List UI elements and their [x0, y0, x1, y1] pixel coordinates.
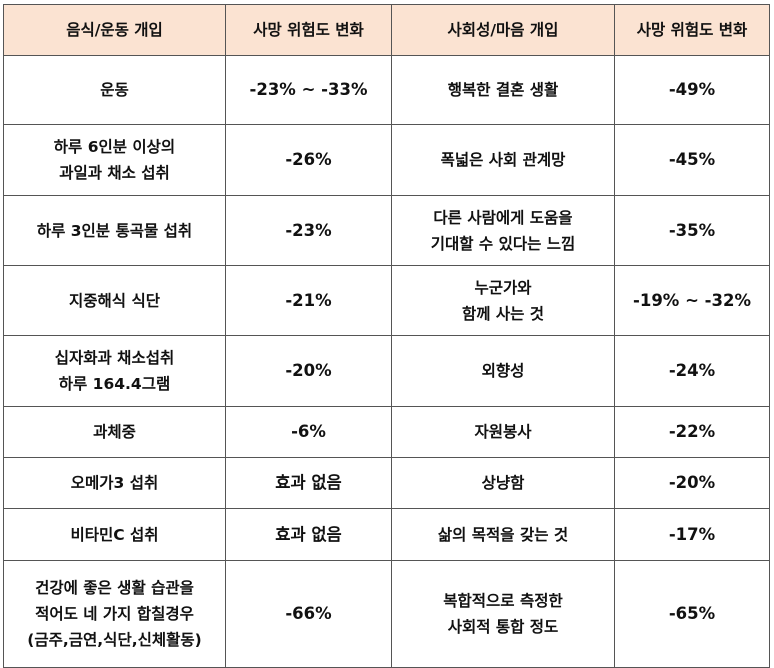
social-risk-change-cell: -24% [614, 335, 770, 407]
food-intervention-cell: 하루 6인분 이상의 과일과 채소 섭취 [3, 124, 226, 196]
food-intervention-cell: 과체중 [3, 406, 226, 458]
food-intervention-cell: 비타민C 섭취 [3, 508, 226, 561]
social-risk-change-cell: -19% ~ -32% [614, 265, 770, 336]
food-risk-change-cell: -66% [225, 560, 392, 668]
social-risk-change-cell: -22% [614, 406, 770, 458]
food-intervention-cell: 하루 3인분 통곡물 섭취 [3, 195, 226, 266]
food-risk-change-cell: -21% [225, 265, 392, 336]
food-risk-change-cell: -23% ~ -33% [225, 55, 392, 125]
social-risk-change-cell: -17% [614, 508, 770, 561]
food-intervention-cell: 오메가3 섭취 [3, 457, 226, 509]
social-intervention-cell: 복합적으로 측정한 사회적 통합 정도 [391, 560, 615, 668]
table-row: 운동 -23% ~ -33% 행복한 결혼 생활 -49% [3, 55, 770, 125]
food-risk-change-cell: -26% [225, 124, 392, 196]
social-intervention-cell: 행복한 결혼 생활 [391, 55, 615, 125]
food-risk-change-cell: 효과 없음 [225, 508, 392, 561]
food-risk-change-cell: -23% [225, 195, 392, 266]
food-risk-change-cell: 효과 없음 [225, 457, 392, 509]
food-risk-change-cell: -20% [225, 335, 392, 407]
table-row: 오메가3 섭취 효과 없음 상냥함 -20% [3, 457, 770, 509]
social-risk-change-cell: -49% [614, 55, 770, 125]
social-risk-change-cell: -65% [614, 560, 770, 668]
food-intervention-cell: 건강에 좋은 생활 습관을 적어도 네 가지 합칠경우 (금주,금연,식단,신체… [3, 560, 226, 668]
table-row: 하루 6인분 이상의 과일과 채소 섭취 -26% 폭넓은 사회 관계망 -45… [3, 124, 770, 196]
header-social-mind-intervention: 사회성/마음 개입 [391, 4, 615, 56]
social-risk-change-cell: -35% [614, 195, 770, 266]
social-intervention-cell: 상냥함 [391, 457, 615, 509]
food-intervention-cell: 십자화과 채소섭취 하루 164.4그램 [3, 335, 226, 407]
table-row: 하루 3인분 통곡물 섭취 -23% 다른 사람에게 도움을 기대할 수 있다는… [3, 195, 770, 266]
social-intervention-cell: 폭넓은 사회 관계망 [391, 124, 615, 196]
table-row: 비타민C 섭취 효과 없음 삶의 목적을 갖는 것 -17% [3, 508, 770, 561]
mortality-risk-table: 음식/운동 개입 사망 위험도 변화 사회성/마음 개입 사망 위험도 변화 운… [3, 4, 770, 668]
table-row: 과체중 -6% 자원봉사 -22% [3, 406, 770, 458]
social-intervention-cell: 삶의 목적을 갖는 것 [391, 508, 615, 561]
table-row: 건강에 좋은 생활 습관을 적어도 네 가지 합칠경우 (금주,금연,식단,신체… [3, 560, 770, 668]
table-row: 십자화과 채소섭취 하루 164.4그램 -20% 외향성 -24% [3, 335, 770, 407]
social-risk-change-cell: -20% [614, 457, 770, 509]
table-row: 지중해식 식단 -21% 누군가와 함께 사는 것 -19% ~ -32% [3, 265, 770, 336]
social-intervention-cell: 자원봉사 [391, 406, 615, 458]
social-risk-change-cell: -45% [614, 124, 770, 196]
header-food-exercise-intervention: 음식/운동 개입 [3, 4, 226, 56]
food-intervention-cell: 지중해식 식단 [3, 265, 226, 336]
header-social-risk-change: 사망 위험도 변화 [614, 4, 770, 56]
food-intervention-cell: 운동 [3, 55, 226, 125]
table-header-row: 음식/운동 개입 사망 위험도 변화 사회성/마음 개입 사망 위험도 변화 [3, 4, 770, 56]
header-food-risk-change: 사망 위험도 변화 [225, 4, 392, 56]
social-intervention-cell: 누군가와 함께 사는 것 [391, 265, 615, 336]
social-intervention-cell: 다른 사람에게 도움을 기대할 수 있다는 느낌 [391, 195, 615, 266]
food-risk-change-cell: -6% [225, 406, 392, 458]
comparison-table-container: 음식/운동 개입 사망 위험도 변화 사회성/마음 개입 사망 위험도 변화 운… [3, 4, 770, 668]
social-intervention-cell: 외향성 [391, 335, 615, 407]
